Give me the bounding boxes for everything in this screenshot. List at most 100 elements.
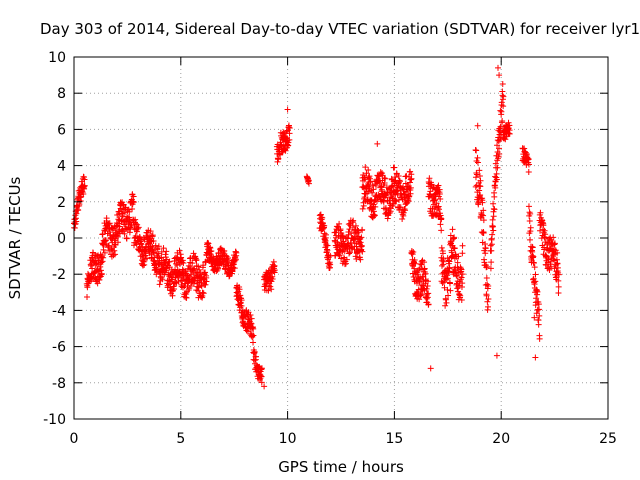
data-point bbox=[179, 257, 186, 264]
data-point bbox=[237, 292, 244, 299]
data-point bbox=[321, 230, 328, 237]
data-point bbox=[485, 296, 492, 303]
data-point bbox=[121, 230, 128, 237]
data-point bbox=[495, 138, 502, 145]
data-point bbox=[238, 297, 245, 304]
data-point bbox=[477, 177, 484, 184]
data-point bbox=[426, 175, 433, 182]
data-point bbox=[112, 251, 119, 258]
data-point bbox=[160, 245, 167, 252]
data-point bbox=[114, 239, 121, 246]
data-point bbox=[490, 200, 497, 207]
data-point bbox=[382, 175, 389, 182]
data-point bbox=[473, 169, 480, 176]
data-point bbox=[542, 231, 549, 238]
data-point bbox=[499, 118, 506, 125]
data-point bbox=[425, 290, 432, 297]
data-point bbox=[526, 236, 533, 243]
data-point bbox=[551, 241, 558, 248]
data-point bbox=[388, 183, 395, 190]
data-point bbox=[533, 295, 540, 302]
data-point bbox=[532, 354, 539, 361]
data-point bbox=[494, 142, 501, 149]
data-point bbox=[488, 241, 495, 248]
data-point bbox=[526, 218, 533, 224]
data-point bbox=[451, 245, 458, 252]
data-point bbox=[475, 198, 482, 205]
data-point bbox=[340, 238, 347, 245]
data-point bbox=[166, 258, 173, 265]
data-point bbox=[458, 296, 465, 303]
data-point bbox=[476, 167, 483, 174]
data-point bbox=[477, 192, 484, 199]
data-point bbox=[337, 226, 344, 233]
data-point bbox=[428, 181, 435, 188]
data-point bbox=[506, 130, 513, 137]
data-point bbox=[358, 243, 365, 250]
data-point bbox=[352, 222, 359, 229]
data-point bbox=[81, 176, 88, 183]
data-point bbox=[98, 270, 105, 277]
data-point bbox=[429, 185, 436, 192]
data-point bbox=[149, 232, 156, 239]
data-point bbox=[360, 202, 367, 209]
data-point bbox=[435, 182, 442, 189]
data-point bbox=[411, 259, 418, 266]
data-point bbox=[115, 216, 122, 223]
data-point bbox=[456, 291, 463, 298]
y-tick-label: -10 bbox=[43, 412, 66, 428]
data-point bbox=[357, 256, 364, 263]
data-point bbox=[346, 250, 353, 257]
data-point bbox=[490, 213, 497, 220]
data-point bbox=[522, 149, 529, 156]
data-point bbox=[489, 216, 496, 223]
data-point bbox=[525, 156, 532, 163]
data-point bbox=[158, 274, 164, 281]
data-point bbox=[343, 256, 350, 263]
data-point bbox=[493, 176, 500, 183]
data-point bbox=[177, 277, 184, 284]
data-point bbox=[498, 99, 505, 106]
data-point bbox=[197, 293, 204, 300]
data-point bbox=[171, 286, 178, 292]
data-point bbox=[84, 284, 91, 291]
data-point bbox=[438, 262, 445, 269]
data-point bbox=[135, 224, 142, 231]
data-point bbox=[130, 199, 137, 206]
data-point bbox=[236, 286, 243, 293]
data-point bbox=[129, 206, 136, 213]
data-point bbox=[123, 235, 130, 242]
data-point bbox=[233, 249, 240, 256]
data-point bbox=[243, 327, 250, 334]
data-point bbox=[439, 280, 446, 287]
data-point bbox=[438, 244, 445, 251]
data-point bbox=[172, 266, 179, 273]
data-point bbox=[444, 272, 451, 279]
data-point bbox=[550, 234, 557, 241]
data-point bbox=[257, 373, 264, 380]
data-point bbox=[423, 285, 430, 292]
data-point bbox=[444, 286, 451, 293]
data-point bbox=[451, 234, 458, 241]
data-point bbox=[455, 253, 462, 260]
data-point bbox=[366, 173, 373, 180]
data-point bbox=[129, 198, 136, 205]
data-point bbox=[250, 339, 257, 346]
data-point bbox=[405, 183, 412, 190]
data-point bbox=[449, 252, 456, 259]
data-point bbox=[268, 286, 275, 293]
data-point bbox=[381, 174, 388, 181]
data-point bbox=[140, 258, 147, 265]
data-point bbox=[500, 103, 507, 110]
data-point bbox=[552, 247, 559, 254]
data-point bbox=[411, 265, 418, 272]
data-point bbox=[271, 267, 278, 274]
data-point bbox=[437, 195, 444, 202]
y-tick-label: 2 bbox=[57, 195, 66, 211]
data-point bbox=[361, 194, 368, 201]
data-point bbox=[530, 253, 537, 260]
data-point bbox=[190, 250, 197, 257]
data-point bbox=[258, 365, 265, 372]
data-point bbox=[483, 274, 490, 281]
